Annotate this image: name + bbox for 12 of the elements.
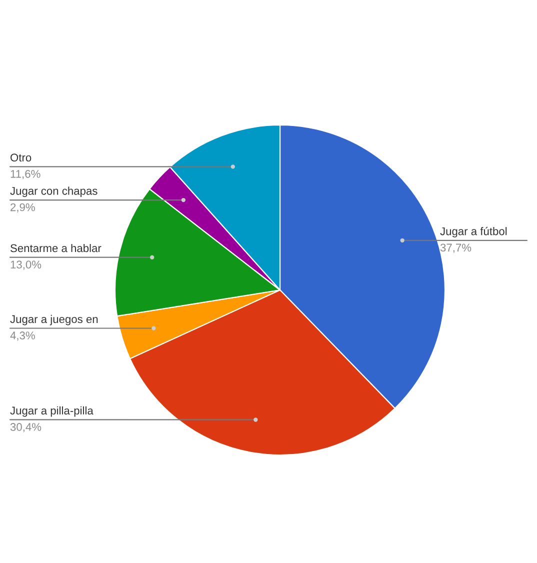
data-label: 13,0%	[10, 260, 42, 270]
slice-label: Jugar a fútbol	[440, 226, 507, 238]
slice-label: Jugar a juegos en	[10, 314, 98, 326]
data-label: 4,3%	[10, 332, 35, 341]
slice-label: Jugar con chapas	[10, 186, 98, 198]
slice-label: Otro	[10, 154, 32, 162]
data-label: 2,9%	[10, 203, 35, 212]
slice-label: Sentarme a hablar	[10, 244, 102, 252]
slice-label: Jugar a pilla-pilla	[10, 406, 94, 417]
data-label: 30,4%	[10, 423, 42, 432]
data-label: 37,7%	[440, 244, 472, 253]
data-label: 11,6%	[10, 170, 40, 180]
